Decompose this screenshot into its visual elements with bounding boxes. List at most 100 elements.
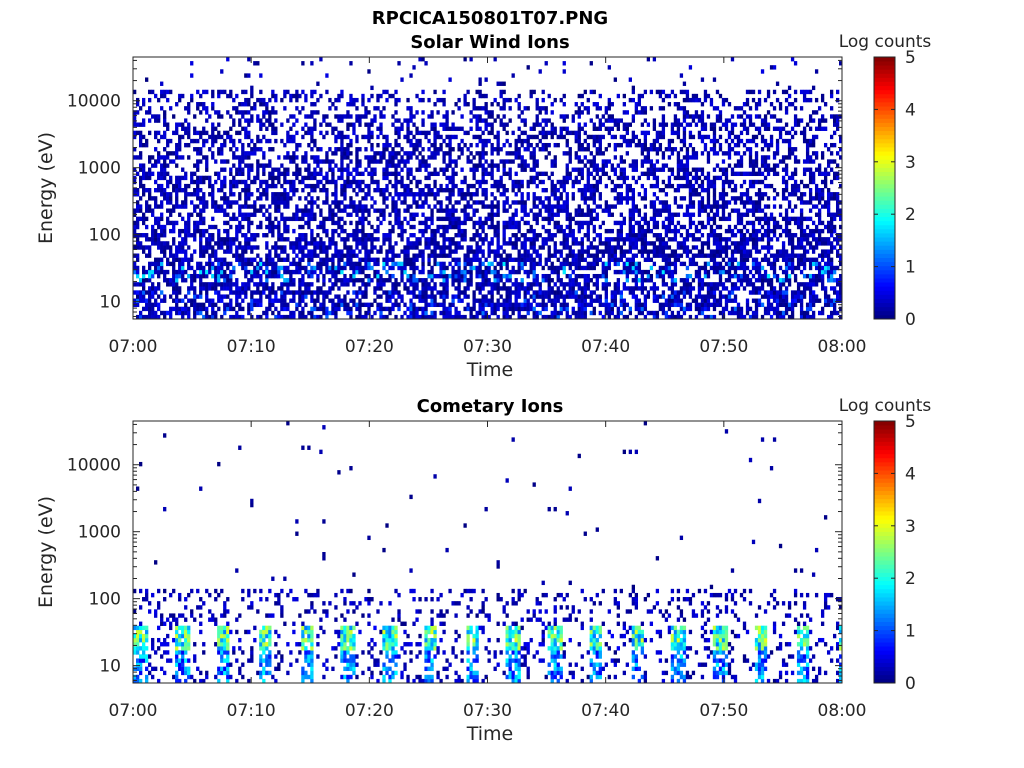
heatmap-cell <box>145 245 149 250</box>
heatmap-cell <box>232 237 236 242</box>
heatmap-cell <box>406 188 410 193</box>
heatmap-cell <box>343 261 347 267</box>
heatmap-cell <box>364 249 368 254</box>
heatmap-cell <box>313 89 317 95</box>
heatmap-cell <box>340 159 344 164</box>
heatmap-cell <box>151 294 155 299</box>
heatmap-cell <box>553 163 557 168</box>
heatmap-cell <box>181 175 185 181</box>
heatmap-cell <box>643 171 648 177</box>
heatmap-cell <box>196 212 200 217</box>
heatmap-cell <box>388 163 392 168</box>
heatmap-cell <box>349 114 353 119</box>
heatmap-cell <box>595 134 599 140</box>
heatmap-cell <box>352 130 356 136</box>
heatmap-cell <box>409 216 413 222</box>
heatmap-cell <box>637 224 642 230</box>
heatmap-cell <box>502 142 506 148</box>
heatmap-cell <box>421 89 425 95</box>
heatmap-cell <box>295 261 299 267</box>
heatmap-cell <box>202 89 206 95</box>
heatmap-cell <box>220 298 224 303</box>
heatmap-cell <box>181 265 185 271</box>
heatmap-cell <box>358 122 362 127</box>
heatmap-cell <box>352 228 356 234</box>
heatmap-cell <box>385 278 389 283</box>
heatmap-cell <box>241 151 245 156</box>
heatmap-cell <box>610 237 614 242</box>
heatmap-cell <box>148 171 152 177</box>
heatmap-cell <box>517 249 521 254</box>
heatmap-cell <box>406 138 410 144</box>
heatmap-cell <box>421 261 425 267</box>
heatmap-cell <box>202 314 206 320</box>
heatmap-cell <box>463 290 467 295</box>
heatmap-cell <box>241 126 245 131</box>
heatmap-cell <box>208 233 212 238</box>
heatmap-cell <box>148 237 152 242</box>
heatmap-cell <box>472 237 476 242</box>
heatmap-cell <box>196 294 200 299</box>
heatmap-cell <box>442 269 446 275</box>
heatmap-cell <box>274 118 278 123</box>
heatmap-cell <box>646 147 651 152</box>
heatmap-cell <box>247 122 251 127</box>
heatmap-cell <box>640 151 645 156</box>
heatmap-cell <box>163 118 167 123</box>
heatmap-cell <box>217 261 221 267</box>
heatmap-cell <box>358 171 362 177</box>
heatmap-cell <box>601 265 605 271</box>
heatmap-cell <box>331 306 335 312</box>
heatmap-cell <box>184 241 188 246</box>
heatmap-cell <box>592 126 596 131</box>
heatmap-cell <box>418 179 422 185</box>
heatmap-cell <box>496 179 500 185</box>
heatmap-cell <box>496 151 500 156</box>
heatmap-cell <box>577 253 581 258</box>
heatmap-cell <box>517 188 521 193</box>
heatmap-cell <box>550 269 554 275</box>
heatmap-cell <box>328 216 332 222</box>
heatmap-cell <box>448 253 452 258</box>
heatmap-cell <box>487 204 491 209</box>
heatmap-cell <box>217 265 221 271</box>
heatmap-cell <box>517 126 521 131</box>
heatmap-cell <box>628 183 632 189</box>
heatmap-cell <box>238 204 242 209</box>
heatmap-cell <box>550 286 554 291</box>
heatmap-cell <box>268 273 272 279</box>
heatmap-cell <box>151 114 155 119</box>
heatmap-cell <box>295 245 299 250</box>
heatmap-cell <box>565 130 569 136</box>
heatmap-cell <box>271 282 275 287</box>
heatmap-cell <box>136 224 140 230</box>
heatmap-cell <box>328 159 332 164</box>
heatmap-cell <box>157 220 161 226</box>
heatmap-cell <box>193 310 197 316</box>
heatmap-cell <box>454 163 458 168</box>
heatmap-cell <box>493 257 497 262</box>
heatmap-cell <box>418 294 422 299</box>
heatmap-cell <box>535 159 539 164</box>
heatmap-cell <box>226 130 230 136</box>
heatmap-cell <box>529 237 533 242</box>
heatmap-cell <box>553 196 557 201</box>
heatmap-cell <box>502 188 506 193</box>
heatmap-cell <box>247 97 251 103</box>
heatmap-cell <box>514 282 518 287</box>
heatmap-cell <box>358 269 362 275</box>
heatmap-cell <box>250 114 254 119</box>
heatmap-cell <box>379 126 383 131</box>
heatmap-cell <box>364 302 368 308</box>
heatmap-cell <box>358 265 362 271</box>
heatmap-cell <box>433 167 437 172</box>
heatmap-cell <box>565 151 569 156</box>
heatmap-cell <box>340 282 344 287</box>
heatmap-cell <box>271 228 275 234</box>
heatmap-cell <box>643 142 648 148</box>
heatmap-cell <box>610 179 614 185</box>
heatmap-cell <box>385 249 389 254</box>
heatmap-cell <box>616 192 620 197</box>
heatmap-cell <box>625 265 629 271</box>
heatmap-cell <box>547 253 551 258</box>
